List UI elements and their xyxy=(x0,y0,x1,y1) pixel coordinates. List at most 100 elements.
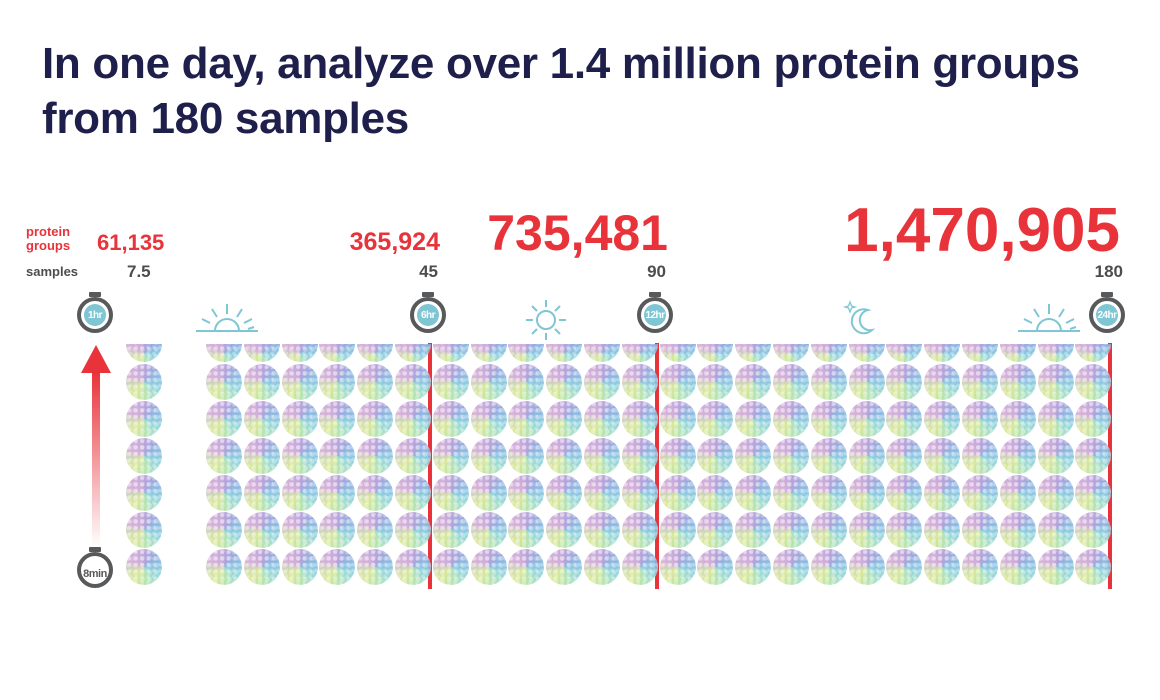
sample-icon xyxy=(584,364,620,400)
sample-icon xyxy=(999,438,1036,474)
sample-icon xyxy=(773,512,809,548)
sample-icon xyxy=(962,512,998,548)
sample-icon xyxy=(999,475,1036,511)
sample-icon xyxy=(1037,475,1074,511)
sample-icon xyxy=(470,364,507,400)
sample-icon xyxy=(206,401,242,437)
sample-icon xyxy=(886,401,923,437)
sample-icon xyxy=(697,344,734,362)
stopwatch-label: 12hr xyxy=(644,304,666,326)
sample-icon xyxy=(773,401,809,437)
sample-icon xyxy=(999,344,1036,362)
sample-icon xyxy=(546,344,583,362)
stopwatch-1hr-icon: 1hr xyxy=(77,292,113,334)
sample-icon xyxy=(810,475,847,511)
sample-icon xyxy=(735,401,772,437)
sample-icon xyxy=(432,364,469,400)
sample-icon xyxy=(584,438,620,474)
sample-icon xyxy=(432,475,469,511)
sample-icon xyxy=(810,364,847,400)
sample-icon xyxy=(999,512,1036,548)
sample-icon xyxy=(697,549,734,585)
sample-icon xyxy=(621,475,658,511)
stopwatch-label: 6hr xyxy=(417,304,439,326)
sample-icon xyxy=(1075,549,1112,585)
sample-icon xyxy=(508,475,545,511)
sample-icon xyxy=(659,401,696,437)
stopwatch-label: 8min xyxy=(83,559,107,581)
arrow-up-icon xyxy=(81,345,111,548)
sample-icon xyxy=(508,364,545,400)
sample-icon xyxy=(206,344,242,362)
sample-icon xyxy=(886,475,923,511)
sample-icon xyxy=(281,512,318,548)
sample-icon xyxy=(281,344,318,362)
sample-icon xyxy=(508,549,545,585)
samples-12hr: 90 xyxy=(647,262,666,281)
sample-icon xyxy=(962,438,998,474)
sample-icon xyxy=(243,512,280,548)
sample-icon xyxy=(206,438,242,474)
sample-icon xyxy=(621,438,658,474)
sunrise-icon xyxy=(196,304,258,332)
sample-icon xyxy=(470,475,507,511)
sample-icon xyxy=(584,549,620,585)
sample-icon xyxy=(848,438,885,474)
sample-icon xyxy=(924,438,961,474)
sample-icon xyxy=(357,344,394,362)
sample-icon xyxy=(432,549,469,585)
sample-icon xyxy=(126,549,162,585)
sample-icon xyxy=(697,401,734,437)
sample-icon xyxy=(243,401,280,437)
sample-icon xyxy=(319,344,356,362)
sunrise-icon xyxy=(1018,304,1080,332)
stopwatch-8min-icon: 8min xyxy=(77,547,113,589)
sun-icon xyxy=(526,300,566,340)
sample-icon xyxy=(621,549,658,585)
sample-icon xyxy=(357,401,394,437)
sample-icon xyxy=(470,512,507,548)
sample-icon xyxy=(432,401,469,437)
sample-icon xyxy=(810,549,847,585)
protein-groups-label: protein groups xyxy=(26,224,71,253)
sample-icon xyxy=(999,364,1036,400)
sample-icon xyxy=(357,475,394,511)
sample-icon xyxy=(924,512,961,548)
sample-icon xyxy=(546,438,583,474)
sample-icon xyxy=(206,549,242,585)
sample-icon xyxy=(395,475,431,511)
sample-icon xyxy=(1075,438,1112,474)
sample-icon xyxy=(735,475,772,511)
page-title: In one day, analyze over 1.4 million pro… xyxy=(42,36,1080,146)
moon-star-icon xyxy=(842,300,876,335)
sample-icon xyxy=(735,364,772,400)
sample-icon xyxy=(659,364,696,400)
sample-icon xyxy=(659,549,696,585)
sample-icon xyxy=(848,475,885,511)
sample-icon xyxy=(924,364,961,400)
stopwatch-label: 24hr xyxy=(1096,304,1118,326)
sample-icon xyxy=(1037,344,1074,362)
sample-icon xyxy=(546,364,583,400)
sample-icon xyxy=(319,438,356,474)
sample-icon xyxy=(584,344,620,362)
samples-label: samples xyxy=(26,264,79,279)
sample-icon xyxy=(1075,475,1112,511)
sample-icon xyxy=(357,364,394,400)
sample-icon xyxy=(810,512,847,548)
divider-24hr xyxy=(1108,343,1112,589)
sample-icon xyxy=(319,364,356,400)
sample-icon xyxy=(126,401,162,437)
sample-icon xyxy=(886,364,923,400)
sample-icon xyxy=(584,401,620,437)
sample-icon xyxy=(962,364,998,400)
sample-icon xyxy=(886,512,923,548)
sample-icon xyxy=(584,512,620,548)
sample-icon xyxy=(281,549,318,585)
sample-icon xyxy=(621,401,658,437)
sample-icon xyxy=(432,438,469,474)
samples-1hr: 7.5 xyxy=(127,262,151,281)
sample-icon xyxy=(243,344,280,362)
sample-icon xyxy=(395,344,431,362)
